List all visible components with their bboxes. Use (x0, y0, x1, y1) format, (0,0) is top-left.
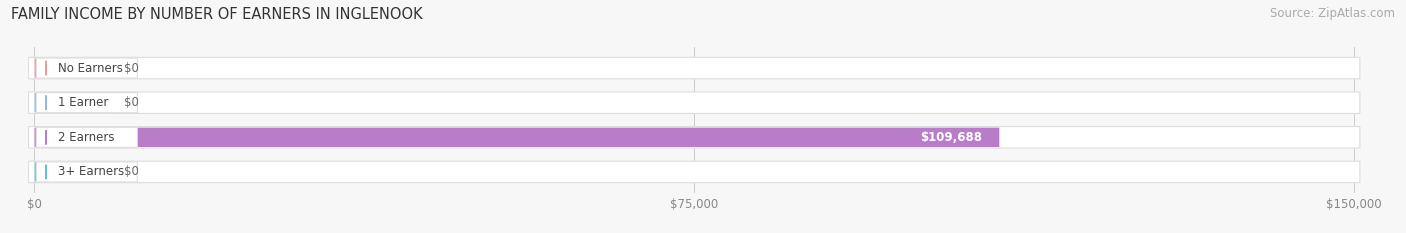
FancyBboxPatch shape (35, 162, 114, 182)
FancyBboxPatch shape (37, 127, 138, 147)
Text: 3+ Earners: 3+ Earners (58, 165, 125, 178)
Text: $0: $0 (124, 165, 139, 178)
Text: No Earners: No Earners (58, 62, 124, 75)
Text: FAMILY INCOME BY NUMBER OF EARNERS IN INGLENOOK: FAMILY INCOME BY NUMBER OF EARNERS IN IN… (11, 7, 423, 22)
Text: $0: $0 (124, 96, 139, 109)
Text: 1 Earner: 1 Earner (58, 96, 108, 109)
FancyBboxPatch shape (37, 162, 138, 182)
FancyBboxPatch shape (28, 92, 1360, 113)
FancyBboxPatch shape (35, 128, 1000, 147)
Text: 2 Earners: 2 Earners (58, 131, 115, 144)
FancyBboxPatch shape (37, 58, 138, 78)
FancyBboxPatch shape (35, 58, 114, 78)
Text: $0: $0 (124, 62, 139, 75)
FancyBboxPatch shape (28, 57, 1360, 79)
Text: Source: ZipAtlas.com: Source: ZipAtlas.com (1270, 7, 1395, 20)
FancyBboxPatch shape (37, 93, 138, 113)
FancyBboxPatch shape (28, 161, 1360, 183)
Text: $109,688: $109,688 (920, 131, 981, 144)
FancyBboxPatch shape (28, 127, 1360, 148)
FancyBboxPatch shape (35, 93, 114, 112)
